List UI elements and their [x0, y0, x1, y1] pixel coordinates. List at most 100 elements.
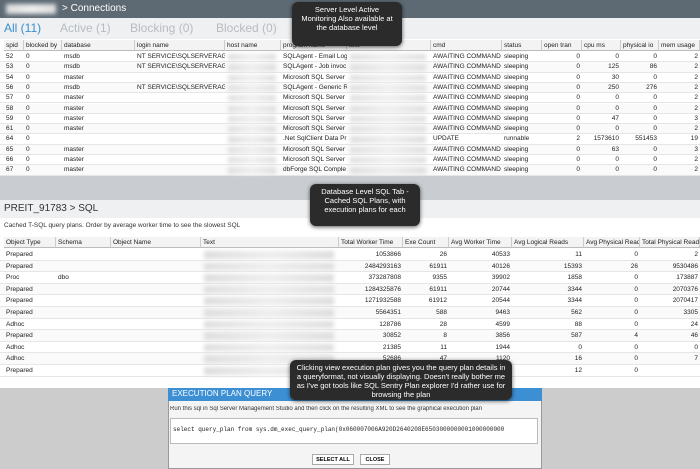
- table-row: [0, 307, 700, 319]
- dialog-button[interactable]: CLOSE: [360, 454, 390, 465]
- cell: 2: [694, 73, 698, 81]
- cell: Proc: [6, 274, 20, 282]
- cell: master: [64, 166, 84, 174]
- cell: 12: [574, 367, 582, 374]
- cell: Prepared: [6, 309, 33, 316]
- cell: 0: [653, 125, 657, 133]
- dialog-button[interactable]: SELECT ALL: [312, 454, 354, 465]
- cell: AWAITING COMMAND: [433, 114, 501, 122]
- blurred-cell: [228, 64, 276, 71]
- cell: [111, 272, 201, 284]
- cell: [347, 155, 431, 165]
- cell: [225, 155, 281, 165]
- tab[interactable]: Blocked (0): [216, 21, 277, 35]
- cell: Microsoft SQL Server: [283, 73, 345, 81]
- cell: 58: [6, 104, 14, 112]
- blurred-server: [6, 4, 56, 14]
- cell: Microsoft SQL Server: [283, 114, 345, 122]
- cell: 0: [576, 53, 580, 60]
- cell: 0: [634, 343, 638, 351]
- cell: sleeping: [504, 166, 529, 174]
- cell: 2484293163: [364, 262, 401, 270]
- blurred-cell: [228, 136, 276, 143]
- cell: 0: [576, 63, 580, 71]
- blurred-cell: [204, 367, 334, 375]
- cell: 587: [571, 332, 582, 340]
- cell: 28: [439, 320, 447, 328]
- cell: 2: [694, 156, 698, 163]
- cell: Prepared: [6, 251, 33, 258]
- table-row: [0, 249, 700, 261]
- cell: [56, 284, 111, 296]
- cell: 2: [694, 63, 698, 71]
- tab[interactable]: All (11): [4, 21, 42, 35]
- cell: [347, 124, 431, 134]
- cell: [201, 342, 339, 354]
- blurred-cell: [350, 146, 426, 153]
- cell: msdb: [64, 83, 80, 91]
- callout: Server Level Active Monitoring Also avai…: [292, 2, 402, 46]
- cell: 57: [6, 94, 14, 102]
- cell: 1053866: [375, 251, 401, 258]
- cell: 276: [646, 83, 657, 91]
- cell: 0: [634, 274, 638, 282]
- cell: 20544: [491, 297, 510, 305]
- cell: 0: [576, 166, 580, 174]
- cell: 64: [6, 135, 14, 143]
- cell: AWAITING COMMAND: [433, 156, 501, 163]
- blurred-cell: [228, 105, 276, 112]
- cell: [56, 353, 111, 365]
- cell: [201, 295, 339, 307]
- cell: 47: [611, 114, 619, 122]
- tab[interactable]: Blocking (0): [130, 21, 194, 35]
- cell: 0: [26, 125, 30, 133]
- cell: Microsoft SQL Server: [283, 104, 345, 112]
- callout: Database Level SQL Tab - Cached SQL Plan…: [310, 184, 420, 226]
- column-header: Avg Worker Time: [449, 237, 512, 248]
- blurred-cell: [350, 84, 426, 92]
- cell: 128786: [379, 320, 401, 328]
- cell: 40126: [491, 262, 510, 270]
- cell: 0: [26, 53, 30, 60]
- blurred-cell: [228, 126, 276, 133]
- cell: [201, 284, 339, 296]
- cell: 2: [694, 166, 698, 174]
- cell: 3: [694, 145, 698, 153]
- cell: AWAITING COMMAND: [433, 145, 501, 153]
- cell: [347, 52, 431, 62]
- blurred-cell: [228, 115, 276, 123]
- cell: msdb: [64, 53, 80, 60]
- tab[interactable]: Active (1): [60, 21, 111, 35]
- cell: 61911: [429, 262, 447, 270]
- cell: 3856: [495, 332, 510, 340]
- blurred-cell: [204, 355, 334, 363]
- column-header: host name: [225, 40, 281, 51]
- cell: SQLAgent - Email Log: [283, 53, 347, 60]
- cell: 0: [576, 156, 580, 163]
- cell: [135, 114, 225, 124]
- cell: [111, 295, 201, 307]
- cell: SQLAgent - Generic R: [283, 83, 347, 91]
- cell: Adhoc: [6, 355, 25, 363]
- table-row: [0, 341, 700, 354]
- cell: 0: [578, 343, 582, 351]
- cell: sleeping: [504, 156, 529, 163]
- cell: 61912: [428, 297, 447, 305]
- cell: [225, 93, 281, 103]
- cell: 56: [6, 83, 14, 91]
- column-header: blocked by: [24, 40, 62, 51]
- column-header: Total Worker Time: [339, 237, 403, 248]
- column-header: Object Type: [4, 237, 56, 248]
- cell: 0: [653, 53, 657, 60]
- column-header: Avg Physical Reads: [584, 237, 640, 248]
- cell: [135, 124, 225, 134]
- cell: 3344: [567, 285, 582, 293]
- blurred-cell: [204, 332, 334, 340]
- blurred-cell: [204, 285, 334, 294]
- query-text: select query_plan from sys.dm_exec_query…: [173, 426, 505, 433]
- cell: [135, 104, 225, 114]
- cell: [111, 261, 201, 273]
- cell: master: [64, 94, 84, 102]
- cell: Microsoft SQL Server: [283, 145, 345, 153]
- blurred-cell: [204, 251, 334, 259]
